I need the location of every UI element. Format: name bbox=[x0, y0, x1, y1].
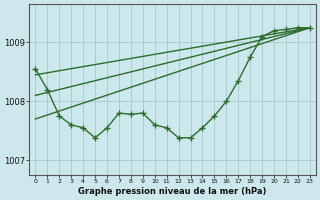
X-axis label: Graphe pression niveau de la mer (hPa): Graphe pression niveau de la mer (hPa) bbox=[78, 187, 267, 196]
